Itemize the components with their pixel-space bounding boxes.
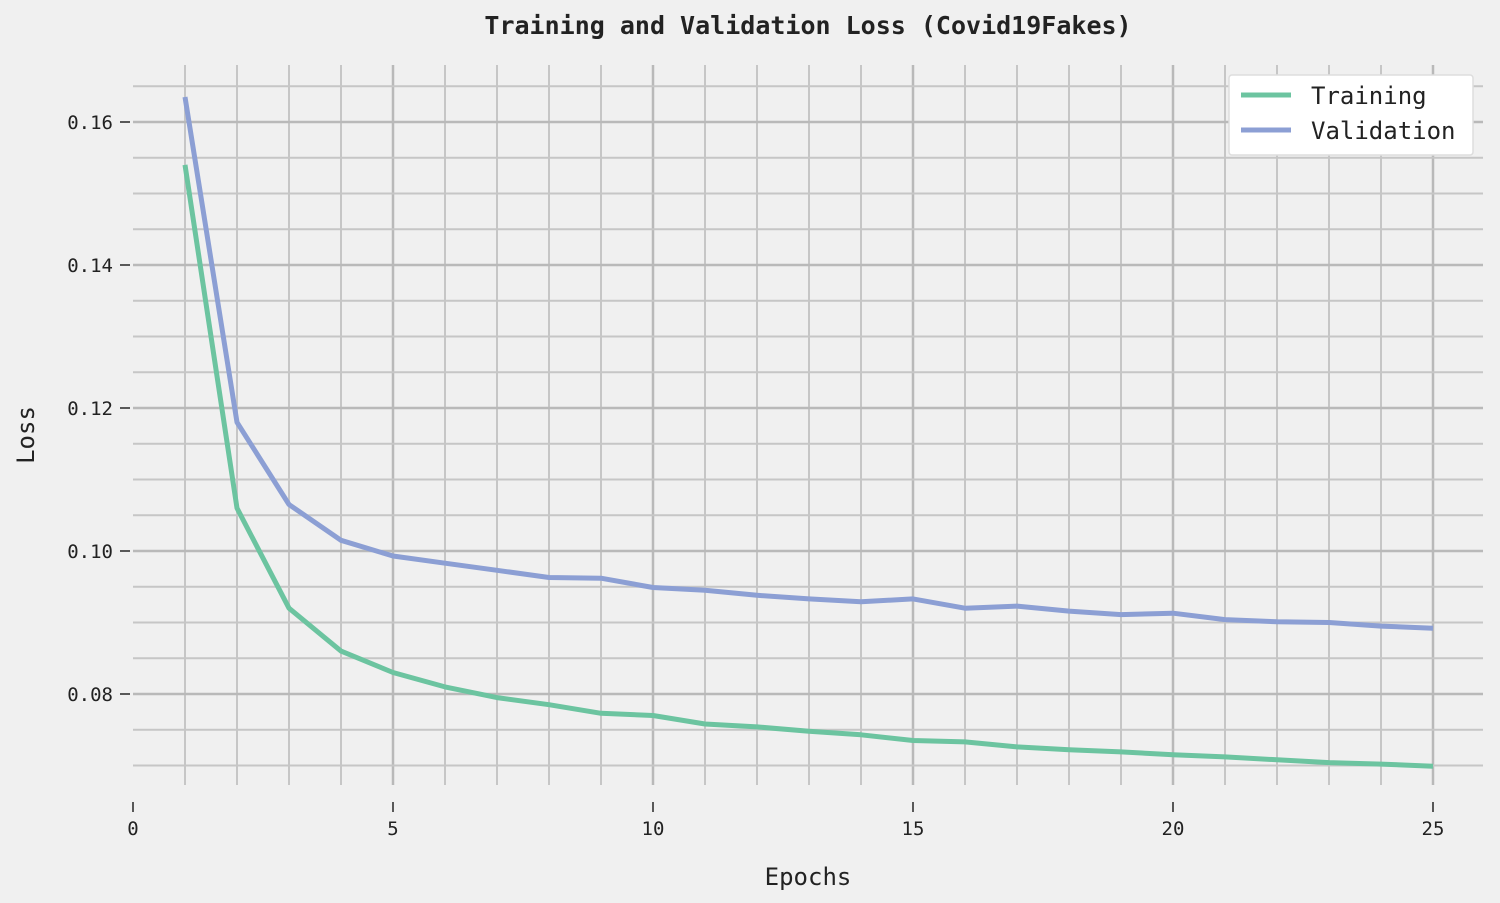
y-tick-label: 0.10 xyxy=(67,541,113,563)
y-tick-label: 0.16 xyxy=(67,112,113,134)
x-tick-label: 20 xyxy=(1162,818,1185,840)
x-tick-label: 5 xyxy=(387,818,398,840)
series-line-validation xyxy=(182,96,1434,631)
legend-label-training: Training xyxy=(1311,82,1427,110)
x-tick-label: 15 xyxy=(902,818,925,840)
y-tick-label: 0.14 xyxy=(67,255,113,277)
legend: Training Validation xyxy=(1228,74,1474,156)
y-tick-label: 0.12 xyxy=(67,398,113,420)
x-tick-label: 0 xyxy=(127,818,138,840)
y-tick-label: 0.08 xyxy=(67,684,113,706)
axis-ticks: 0 5 10 15 20 25 0.08 0.10 0.12 0.14 0.16 xyxy=(67,112,1444,840)
x-tick-label: 25 xyxy=(1422,818,1445,840)
x-tick-label: 10 xyxy=(642,818,665,840)
chart-title: Training and Validation Loss (Covid19Fak… xyxy=(484,11,1131,40)
legend-label-validation: Validation xyxy=(1311,117,1456,145)
y-axis-label: Loss xyxy=(12,406,40,464)
series-line-training xyxy=(182,164,1434,769)
series-lines xyxy=(182,96,1434,769)
x-axis-label: Epochs xyxy=(765,863,852,891)
